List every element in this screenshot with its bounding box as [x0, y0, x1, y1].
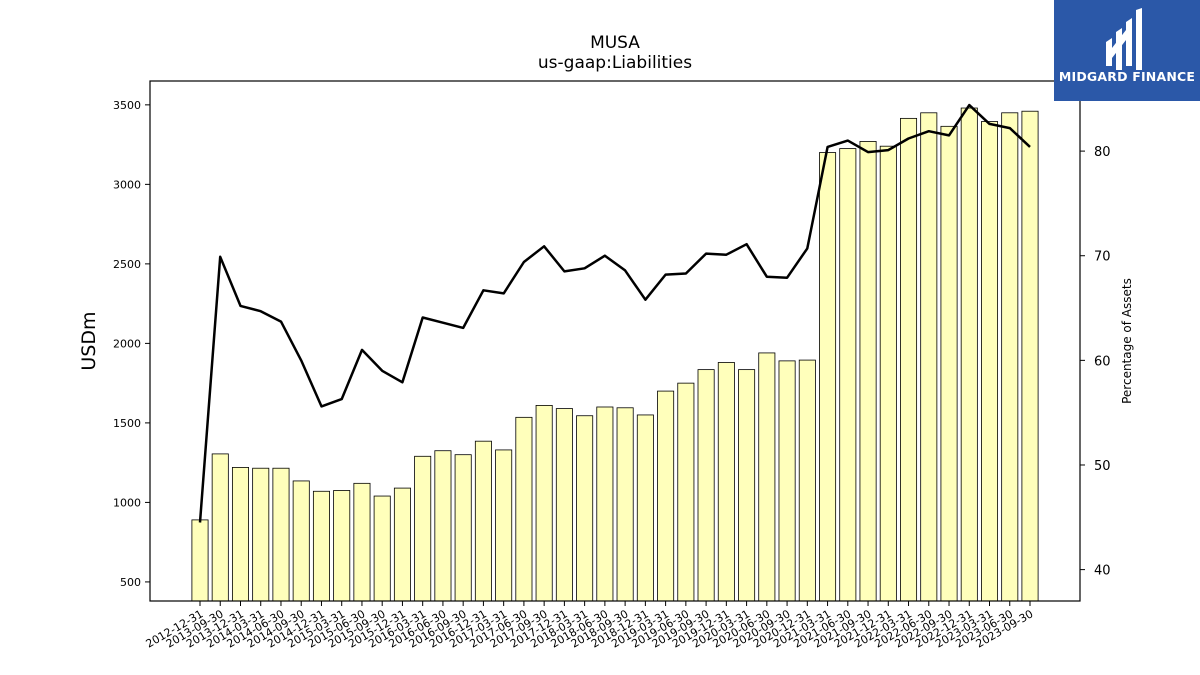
bar: [272, 467, 290, 602]
bar: [839, 148, 857, 602]
pct-line: [198, 103, 1031, 523]
bar: [758, 352, 776, 602]
y2-tick-label: 40: [1094, 564, 1111, 579]
bar: [474, 440, 492, 602]
bar: [1021, 110, 1039, 602]
y-tick-label: 2000: [113, 337, 141, 350]
bar: [960, 107, 978, 602]
bar: [879, 145, 897, 602]
bar: [657, 390, 675, 602]
bar: [819, 152, 837, 602]
midgard-finance-logo: MIDGARD FINANCE: [1054, 0, 1200, 101]
bar: [940, 125, 958, 602]
y2-tick-label: 60: [1094, 354, 1111, 369]
y-tick-label: 1500: [113, 417, 141, 430]
bar: [1001, 112, 1019, 602]
chart-subtitle: us-gaap:Liabilities: [537, 53, 693, 73]
plot-frame: [149, 80, 1081, 602]
bar: [900, 117, 918, 602]
y2-tick-label: 80: [1094, 145, 1111, 160]
bar: [312, 490, 330, 602]
bar: [211, 453, 229, 602]
bar: [515, 416, 533, 602]
bar: [576, 415, 594, 602]
logo-text: MIDGARD FINANCE: [1058, 69, 1196, 84]
y-tick-label: 3500: [113, 99, 141, 112]
bar: [535, 405, 553, 602]
bar: [414, 455, 432, 602]
y-tick-label: 1000: [113, 496, 141, 509]
bar: [920, 112, 938, 602]
bar: [373, 495, 391, 602]
bar: [333, 490, 351, 602]
bar: [454, 454, 472, 602]
y2-tick-label: 50: [1094, 459, 1111, 474]
y-tick-label: 3000: [113, 178, 141, 191]
y-tick-label: 500: [120, 576, 141, 589]
y2-tick-label: 70: [1094, 250, 1111, 265]
bar: [859, 141, 877, 602]
bar: [555, 408, 573, 602]
y2-axis-label: Percentage of Assets: [1120, 278, 1134, 404]
bar: [636, 414, 654, 602]
logo-mark-icon: [1106, 8, 1142, 70]
bar: [231, 467, 249, 602]
bar: [434, 450, 452, 602]
bar: [191, 519, 209, 602]
bar: [778, 360, 796, 602]
bar: [252, 467, 270, 602]
bar: [697, 369, 715, 602]
chart-title: MUSA: [590, 33, 640, 53]
bar: [717, 362, 735, 602]
bar: [353, 482, 371, 602]
bar: [981, 121, 999, 602]
bar: [738, 369, 756, 602]
y-axis-label: USDm: [78, 311, 100, 370]
bar: [596, 406, 614, 602]
bar: [292, 480, 310, 602]
bar: [393, 487, 411, 602]
bar: [616, 407, 634, 602]
y-tick-label: 2500: [113, 258, 141, 271]
bar: [495, 449, 513, 602]
bar: [798, 359, 816, 602]
bar: [677, 382, 695, 602]
